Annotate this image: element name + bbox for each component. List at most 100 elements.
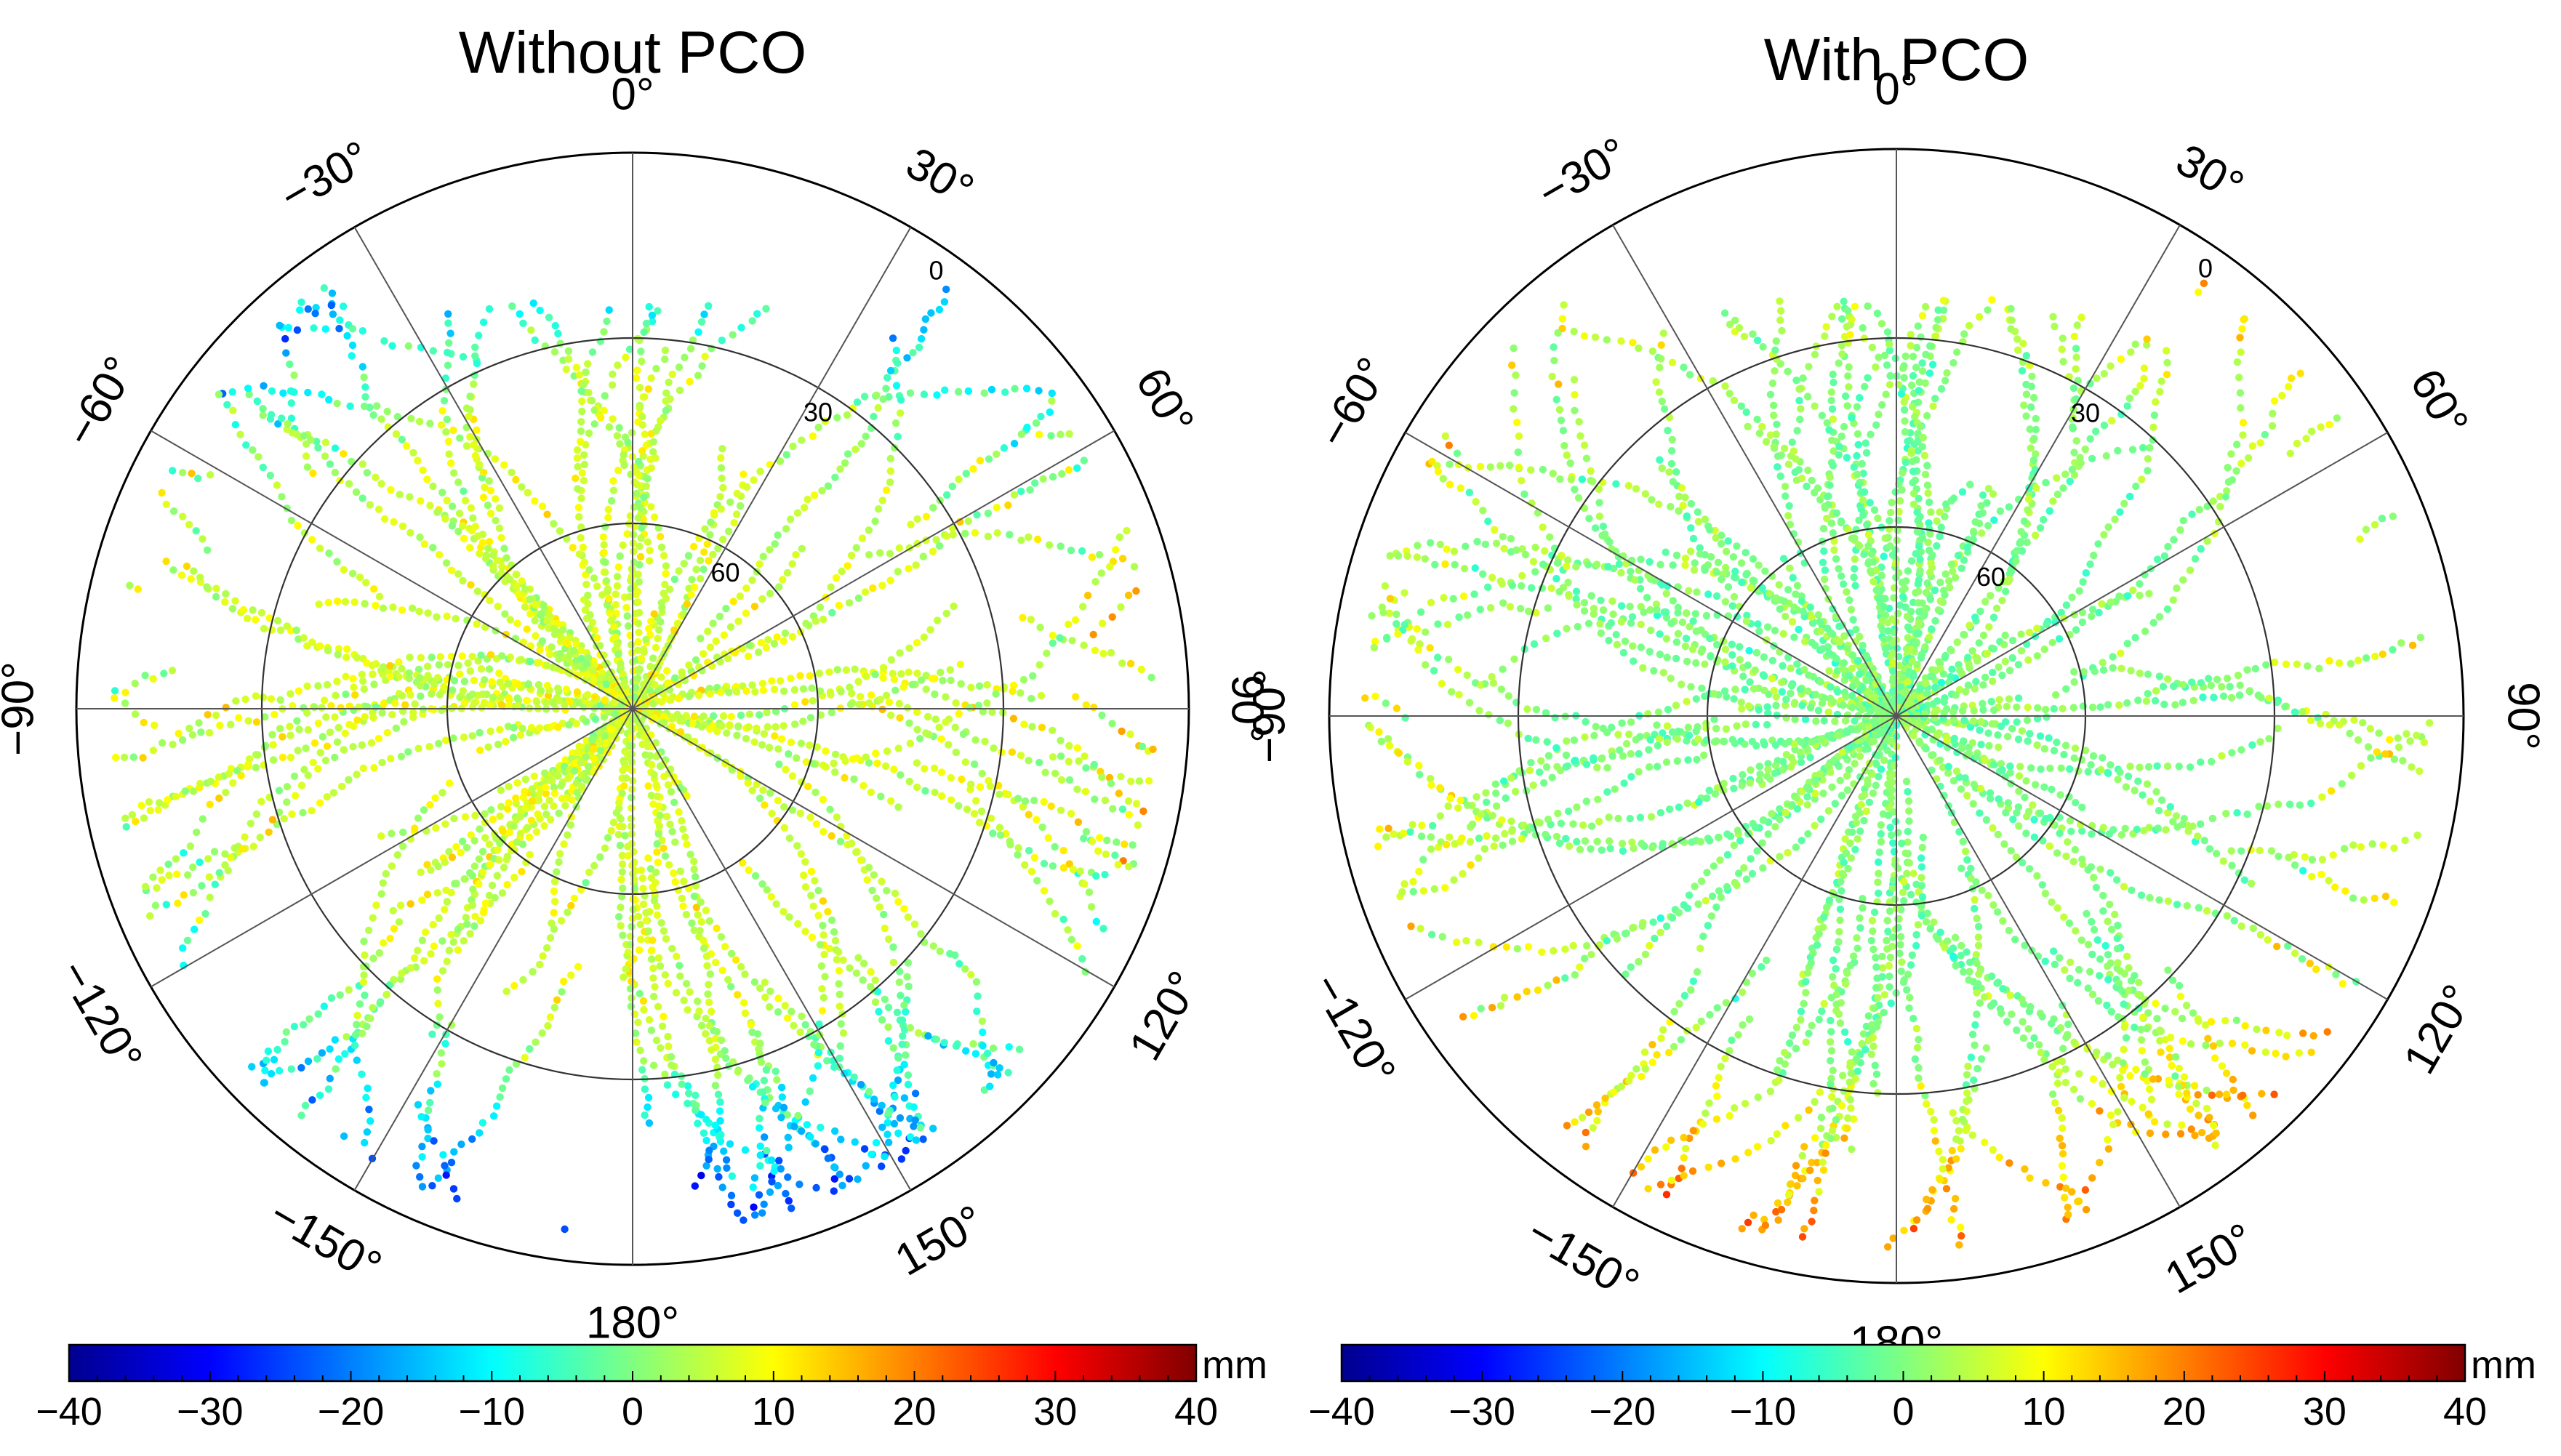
data-point [2296,801,2304,809]
data-point [501,610,509,618]
data-point [1040,797,1048,806]
data-point [158,739,167,747]
data-point [561,802,569,810]
data-point [628,741,636,749]
data-point [316,1091,324,1100]
data-point [388,710,396,719]
data-point [1837,315,1846,323]
data-point [898,1040,906,1049]
data-point [518,840,527,848]
data-point [293,717,301,725]
data-point [2000,840,2008,848]
data-point [896,1114,905,1122]
data-point [854,1175,862,1183]
data-point [986,1082,994,1090]
data-point [894,744,902,752]
data-point [756,1124,764,1132]
data-point [1047,802,1055,811]
data-point [751,688,759,696]
data-point [894,359,902,367]
data-point [1929,402,1937,410]
data-point [1997,760,2005,768]
data-point [376,1000,384,1007]
data-point [582,580,590,589]
data-point [149,747,158,755]
data-point [662,813,671,821]
data-point [814,1048,823,1057]
data-point [1513,993,1521,1001]
data-point [1078,547,1086,555]
data-point [1073,464,1081,472]
data-point [545,797,553,805]
data-point [2307,427,2316,435]
data-point [440,397,449,405]
data-point [314,443,322,452]
data-point [585,429,593,438]
data-point [662,595,670,603]
data-point [342,653,350,661]
data-point [321,757,330,765]
data-point [2096,1107,2104,1115]
data-point [2049,313,2057,321]
data-point [308,638,316,646]
data-point [1941,377,1949,385]
data-point [178,736,187,744]
data-point [1079,603,1087,611]
data-point [894,898,902,906]
data-point [436,1013,444,1021]
data-point [2075,1070,2083,1078]
data-point [649,318,657,326]
data-point [543,944,551,952]
data-point [798,436,806,444]
data-point [1894,516,1902,524]
data-point [286,360,294,369]
data-point [765,744,774,752]
data-point [1548,773,1556,781]
data-point [273,616,282,625]
data-point [1921,643,1929,651]
data-point [453,1194,461,1203]
data-point [797,850,806,858]
data-point [899,683,907,691]
data-point [333,738,342,746]
data-point [1065,757,1073,765]
data-point [830,759,838,768]
data-point [727,1200,735,1209]
data-point [543,616,551,625]
data-point [1081,880,1089,888]
data-point [636,1046,644,1055]
data-point [553,868,561,876]
data-point [363,469,372,477]
data-point [744,652,753,660]
data-point [732,510,741,518]
data-point [378,758,386,767]
data-point [702,906,710,914]
data-point [1049,632,1057,640]
data-point [935,305,944,314]
data-point [406,964,414,972]
data-point [722,683,731,691]
data-point [411,700,419,708]
data-point [1738,705,1746,713]
data-point [1058,470,1066,478]
data-point [331,753,339,762]
data-point [639,900,648,909]
data-point [2211,1141,2219,1149]
data-point [1065,430,1073,438]
data-point [705,917,713,925]
data-point [1860,816,1868,825]
data-point [267,695,276,703]
data-point [577,494,585,502]
data-point [1025,811,1033,819]
data-point [1038,823,1046,832]
data-point [584,360,592,368]
data-point [416,1173,424,1181]
data-point [203,583,211,591]
data-point [487,806,495,814]
data-point [719,535,727,544]
data-point [799,685,808,693]
data-point [830,1175,839,1183]
data-point [1887,508,1895,517]
data-point [372,901,380,909]
